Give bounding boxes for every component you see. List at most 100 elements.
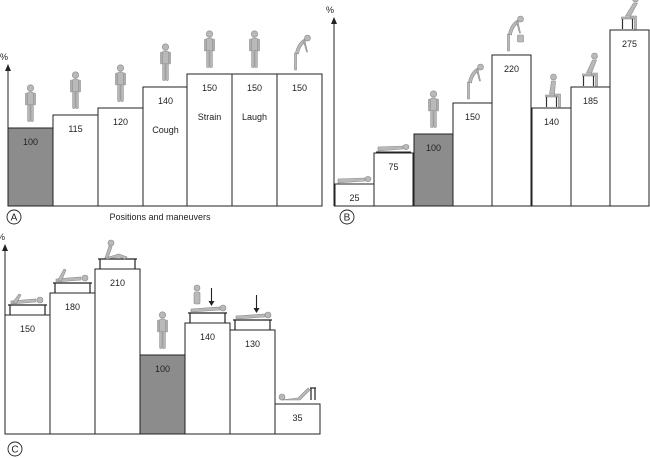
bar-a-4: 140 Cough	[142, 43, 189, 207]
bar-maneuver-label: Cough	[152, 125, 179, 135]
panel-b: % 25 75 100 150 220 140 185 275 B	[326, 0, 650, 225]
bar-value-label: 115	[68, 124, 82, 134]
bar-c-7: 35	[274, 387, 321, 435]
bar-value-label: 130	[245, 339, 260, 349]
bar-value-label: 275	[622, 39, 637, 49]
bar-c-5: 140	[184, 284, 231, 435]
bar-rect	[373, 152, 414, 207]
svg-text:A: A	[11, 213, 18, 224]
bar-rect	[276, 73, 323, 207]
bar-c-6: 130	[229, 295, 276, 435]
bar-b-5: 220	[491, 15, 532, 207]
lying-supine-figure-icon	[337, 176, 372, 184]
bar-value-label: 180	[65, 302, 80, 312]
table-exercise-figure-icon	[53, 268, 92, 293]
bar-b-4: 150	[452, 63, 493, 207]
panel-label: A	[6, 209, 22, 225]
bar-rect	[531, 107, 572, 207]
y-unit-label: %	[0, 52, 8, 62]
bar-rect	[94, 268, 141, 435]
bar-c-3: 210	[94, 239, 141, 435]
bar-rect	[186, 73, 233, 207]
standing-figure-icon	[204, 30, 215, 68]
bar-a-1: 100	[7, 84, 54, 207]
bending-figure-icon	[294, 34, 311, 71]
bar-value-label: 75	[388, 162, 398, 172]
bar-rect	[139, 354, 186, 435]
panel-caption: Positions and maneuvers	[109, 212, 211, 222]
y-unit-label: %	[0, 232, 5, 242]
y-axis-arrow	[2, 244, 8, 251]
bar-rect	[7, 127, 54, 207]
bar-value-label: 210	[110, 278, 125, 288]
svg-text:C: C	[11, 445, 18, 456]
bar-rect	[231, 73, 278, 207]
bar-a-7: 150	[276, 34, 323, 207]
bar-rect	[609, 29, 650, 207]
bar-c-2: 180	[49, 268, 96, 435]
bar-rect	[413, 133, 454, 207]
bar-c-4: 100	[139, 311, 186, 435]
bar-b-7: 185	[570, 52, 611, 207]
bar-b-6: 140	[531, 73, 572, 207]
sitting-lifting-figure-icon	[621, 0, 639, 30]
panel-c: % 150 180 210 100 140 130 35 C	[0, 232, 321, 457]
bar-a-2: 115	[52, 71, 99, 207]
bar-value-label: 140	[200, 332, 215, 342]
bar-value-label: 140	[544, 117, 559, 127]
bar-value-label: 150	[202, 83, 217, 93]
panel-label: B	[339, 209, 355, 225]
standing-figure-icon	[115, 64, 126, 102]
y-unit-label: %	[326, 5, 334, 15]
bar-rect	[491, 54, 532, 207]
standing-figure-icon	[157, 311, 168, 349]
bar-value-label: 35	[292, 413, 302, 423]
table-situp-figure-icon	[98, 239, 137, 269]
bar-a-5: 150 Strain	[186, 30, 233, 207]
bar-value-label: 100	[23, 137, 38, 147]
bar-value-label: 185	[583, 96, 598, 106]
bar-value-label: 150	[465, 112, 480, 122]
standing-figure-icon	[25, 84, 36, 122]
bar-rect	[274, 403, 321, 435]
bar-rect	[452, 102, 493, 207]
table-lying-figure-icon	[278, 387, 316, 401]
bar-value-label: 150	[292, 83, 307, 93]
sitting-leaning-figure-icon	[582, 52, 598, 87]
standing-figure-icon	[160, 43, 171, 81]
bending-figure-icon	[467, 63, 484, 100]
bar-b-1: 25	[334, 176, 375, 207]
bar-value-label: 120	[113, 117, 128, 127]
bar-maneuver-label: Strain	[198, 112, 222, 122]
standing-figure-icon	[428, 90, 439, 128]
bar-value-label: 140	[158, 96, 173, 106]
bar-rect	[142, 86, 189, 207]
bar-a-3: 120	[97, 64, 144, 207]
bar-a-6: 150 Laugh	[231, 30, 278, 207]
bar-b-2: 75	[373, 144, 414, 207]
bar-value-label: 150	[20, 324, 35, 334]
bar-value-label: 150	[247, 83, 262, 93]
panel-a: % 100 115 120 140 Cough 150 Strain 150 Laugh 150 A P…	[0, 30, 323, 225]
bar-rect	[184, 322, 231, 435]
bar-rect	[49, 292, 96, 435]
table-arrow-figure-icon	[188, 284, 227, 323]
bar-rect	[570, 86, 611, 207]
standing-figure-icon	[70, 71, 81, 109]
bar-value-label: 25	[349, 193, 359, 203]
bar-b-8: 275	[609, 0, 650, 207]
bar-value-label: 100	[426, 143, 441, 153]
lying-side-figure-icon	[376, 144, 411, 153]
bar-c-1: 150	[4, 293, 51, 435]
bar-rect	[229, 329, 276, 435]
sitting-figure-icon	[545, 73, 561, 108]
table-arrow-figure-icon	[233, 295, 272, 330]
standing-figure-icon	[249, 30, 260, 68]
bar-rect	[52, 114, 99, 207]
bar-rect	[97, 107, 144, 207]
svg-text:B: B	[344, 213, 351, 224]
table-exercise-figure-icon	[8, 293, 47, 315]
y-axis-arrow	[331, 17, 337, 24]
panel-label: C	[7, 441, 23, 457]
